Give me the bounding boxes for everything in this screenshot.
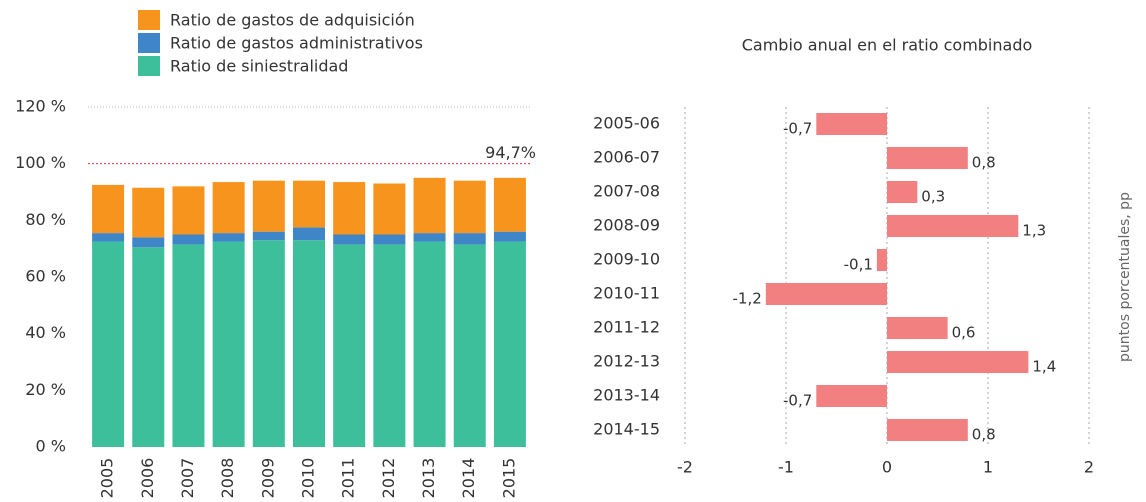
bar-segment [373, 244, 406, 447]
axis-label: puntos porcentuales, pp [1117, 192, 1133, 362]
chart-title: Cambio anual en el ratio combinado [742, 36, 1033, 55]
x-tick-label: 2008 [218, 458, 237, 499]
bar-segment [252, 240, 285, 447]
y-tick-label: 2012-13 [593, 352, 660, 371]
bar-segment [212, 241, 245, 447]
bar [876, 249, 887, 271]
annotation: 94,7% [485, 143, 536, 162]
value-label: -0,7 [783, 392, 812, 410]
bar-segment [493, 177, 526, 232]
bar-segment [92, 241, 125, 447]
bar-segment [172, 244, 205, 447]
bar-segment [333, 244, 366, 447]
bar-segment [92, 184, 125, 234]
x-tick-label: 2015 [499, 458, 518, 499]
value-label: 1,3 [1022, 222, 1046, 240]
bar-segment [293, 240, 325, 447]
bar-segment [413, 177, 446, 234]
bar-segment [172, 186, 205, 235]
value-label: -0,1 [844, 256, 873, 274]
bar-segment [293, 180, 325, 228]
bar-segment [252, 180, 285, 232]
y-tick-label: 100 % [15, 153, 66, 172]
bar-segment [212, 233, 245, 242]
bar [816, 113, 887, 135]
bar-segment [413, 233, 446, 242]
bar-segment [132, 247, 165, 447]
bar-segment [252, 231, 285, 241]
x-tick-label: -1 [778, 458, 794, 477]
legend-label: Ratio de gastos administrativos [170, 34, 423, 53]
value-label: -1,2 [733, 290, 762, 308]
value-label: 0,3 [921, 188, 945, 206]
x-tick-label: -2 [677, 458, 693, 477]
y-tick-label: 2010-11 [593, 284, 660, 303]
bar [887, 181, 918, 203]
bar-segment [453, 244, 486, 447]
y-tick-label: 80 % [25, 210, 66, 229]
bar-segment [373, 183, 406, 235]
bar-segment [333, 234, 366, 245]
y-tick-label: 2011-12 [593, 318, 660, 337]
x-tick-label: 2012 [379, 458, 398, 499]
y-tick-label: 40 % [25, 323, 66, 342]
bar-segment [293, 227, 325, 241]
bar-segment [172, 234, 205, 245]
value-label: 1,4 [1032, 358, 1056, 376]
bar-segment [212, 182, 245, 234]
bar [887, 317, 948, 339]
bar-segment [493, 241, 526, 447]
x-tick-label: 1 [983, 458, 993, 477]
bar-segment [453, 233, 486, 245]
x-tick-label: 2013 [419, 458, 438, 499]
bar-segment [453, 180, 486, 234]
y-tick-label: 2008-09 [593, 216, 660, 235]
x-tick-label: 2006 [138, 458, 157, 499]
legend-swatch [138, 10, 160, 30]
value-label: 0,6 [952, 324, 976, 342]
x-tick-label: 2009 [258, 458, 277, 499]
bar [887, 215, 1019, 237]
x-tick-label: 2010 [299, 458, 318, 499]
x-tick-label: 2011 [339, 458, 358, 499]
y-tick-label: 20 % [25, 380, 66, 399]
bar [887, 147, 968, 169]
bar [765, 283, 887, 305]
legend-label: Ratio de siniestralidad [170, 57, 348, 76]
x-tick-label: 2 [1084, 458, 1094, 477]
value-label: -0,7 [783, 120, 812, 138]
x-tick-label: 0 [882, 458, 892, 477]
x-tick-label: 2005 [98, 458, 117, 499]
bar [887, 351, 1029, 373]
y-tick-label: 2007-08 [593, 182, 660, 201]
legend-label: Ratio de gastos de adquisición [170, 11, 415, 30]
y-tick-label: 2013-14 [593, 386, 660, 405]
y-tick-label: 2009-10 [593, 250, 660, 269]
y-tick-label: 0 % [36, 437, 66, 456]
legend-swatch [138, 56, 160, 76]
bar-segment [493, 231, 526, 242]
bar-segment [333, 182, 366, 235]
y-tick-label: 2006-07 [593, 148, 660, 167]
bar-segment [92, 233, 125, 242]
bar-segment [132, 237, 165, 248]
bar-segment [132, 187, 165, 238]
value-label: 0,8 [972, 154, 996, 172]
x-tick-label: 2007 [178, 458, 197, 499]
value-label: 0,8 [972, 426, 996, 444]
bar-segment [373, 234, 406, 245]
bar-segment [413, 241, 446, 447]
bar [816, 385, 887, 407]
x-tick-label: 2014 [459, 458, 478, 499]
y-tick-label: 2005-06 [593, 114, 660, 133]
bar [887, 419, 968, 441]
y-tick-label: 60 % [25, 267, 66, 286]
y-tick-label: 120 % [15, 97, 66, 116]
legend-swatch [138, 33, 160, 53]
y-tick-label: 2014-15 [593, 420, 660, 439]
